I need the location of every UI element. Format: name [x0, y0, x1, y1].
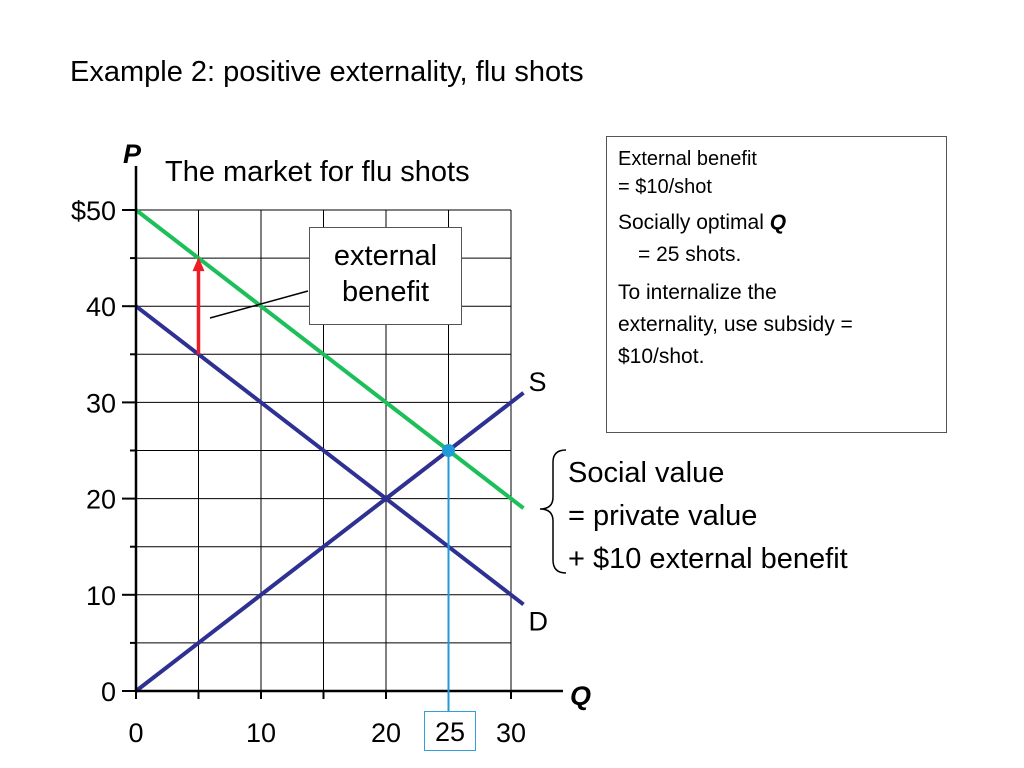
- social-value-brace: [539, 449, 567, 574]
- series-line-social-value: [134, 208, 525, 510]
- social-value-note: Social value = private value + $10 exter…: [568, 452, 848, 581]
- chart-title: The market for flu shots: [165, 156, 470, 188]
- y-tick-label: $50: [71, 196, 116, 226]
- x-tick-label: 30: [496, 718, 526, 748]
- y-tick-label: 10: [86, 581, 116, 611]
- external-benefit-label-box: external benefit: [309, 227, 462, 325]
- info-box: External benefit = $10/shot Socially opt…: [606, 136, 947, 433]
- info-line-3: Socially optimal Q: [618, 207, 936, 239]
- y-tick-label: 40: [86, 292, 116, 322]
- axes: [122, 166, 563, 699]
- info-line-2: = $10/shot: [618, 176, 712, 198]
- info-line-4: = 25 shots.: [638, 243, 742, 266]
- y-tick-label: 30: [86, 388, 116, 418]
- social-value-line-3: + $10 external benefit: [568, 543, 848, 575]
- x-tick-label: 0: [128, 718, 143, 748]
- series-label-s: S: [529, 367, 547, 397]
- x-axis-label: Q: [570, 681, 591, 711]
- tick-labels: 0 10 20 30 40 $50 0 10 20 30: [71, 196, 526, 748]
- info-line-6: externality, use subsidy =: [618, 313, 853, 336]
- x-tick-label: 10: [246, 718, 276, 748]
- annotations: [192, 257, 567, 712]
- q-25-label: 25: [434, 717, 466, 747]
- external-benefit-line-1: external: [333, 240, 438, 272]
- series-lines: SD: [134, 208, 549, 693]
- external-benefit-leader-line: [209, 290, 309, 319]
- info-line-1: External benefit: [618, 148, 757, 170]
- series-label-d: D: [529, 606, 549, 636]
- y-axis-label: P: [123, 139, 142, 169]
- info-line-3-q: Q: [769, 211, 787, 234]
- slide-title: Example 2: positive externality, flu sho…: [70, 56, 584, 88]
- equilibrium-point: [442, 444, 455, 457]
- info-line-3-text: Socially optimal: [618, 211, 764, 234]
- info-line-5: To internalize the: [618, 281, 777, 304]
- series-line-d: [134, 304, 525, 607]
- external-benefit-arrowhead: [192, 257, 205, 272]
- info-line-7: $10/shot.: [618, 345, 705, 368]
- q-25-highlight-box: 25: [424, 711, 476, 751]
- y-tick-label: 0: [101, 677, 116, 707]
- social-value-line-2: = private value: [568, 500, 758, 532]
- external-benefit-line-2: benefit: [341, 276, 430, 308]
- x-tick-label: 20: [371, 718, 401, 748]
- y-tick-label: 20: [86, 485, 116, 515]
- social-value-line-1: Social value: [568, 457, 725, 489]
- series-line-s: [134, 391, 525, 693]
